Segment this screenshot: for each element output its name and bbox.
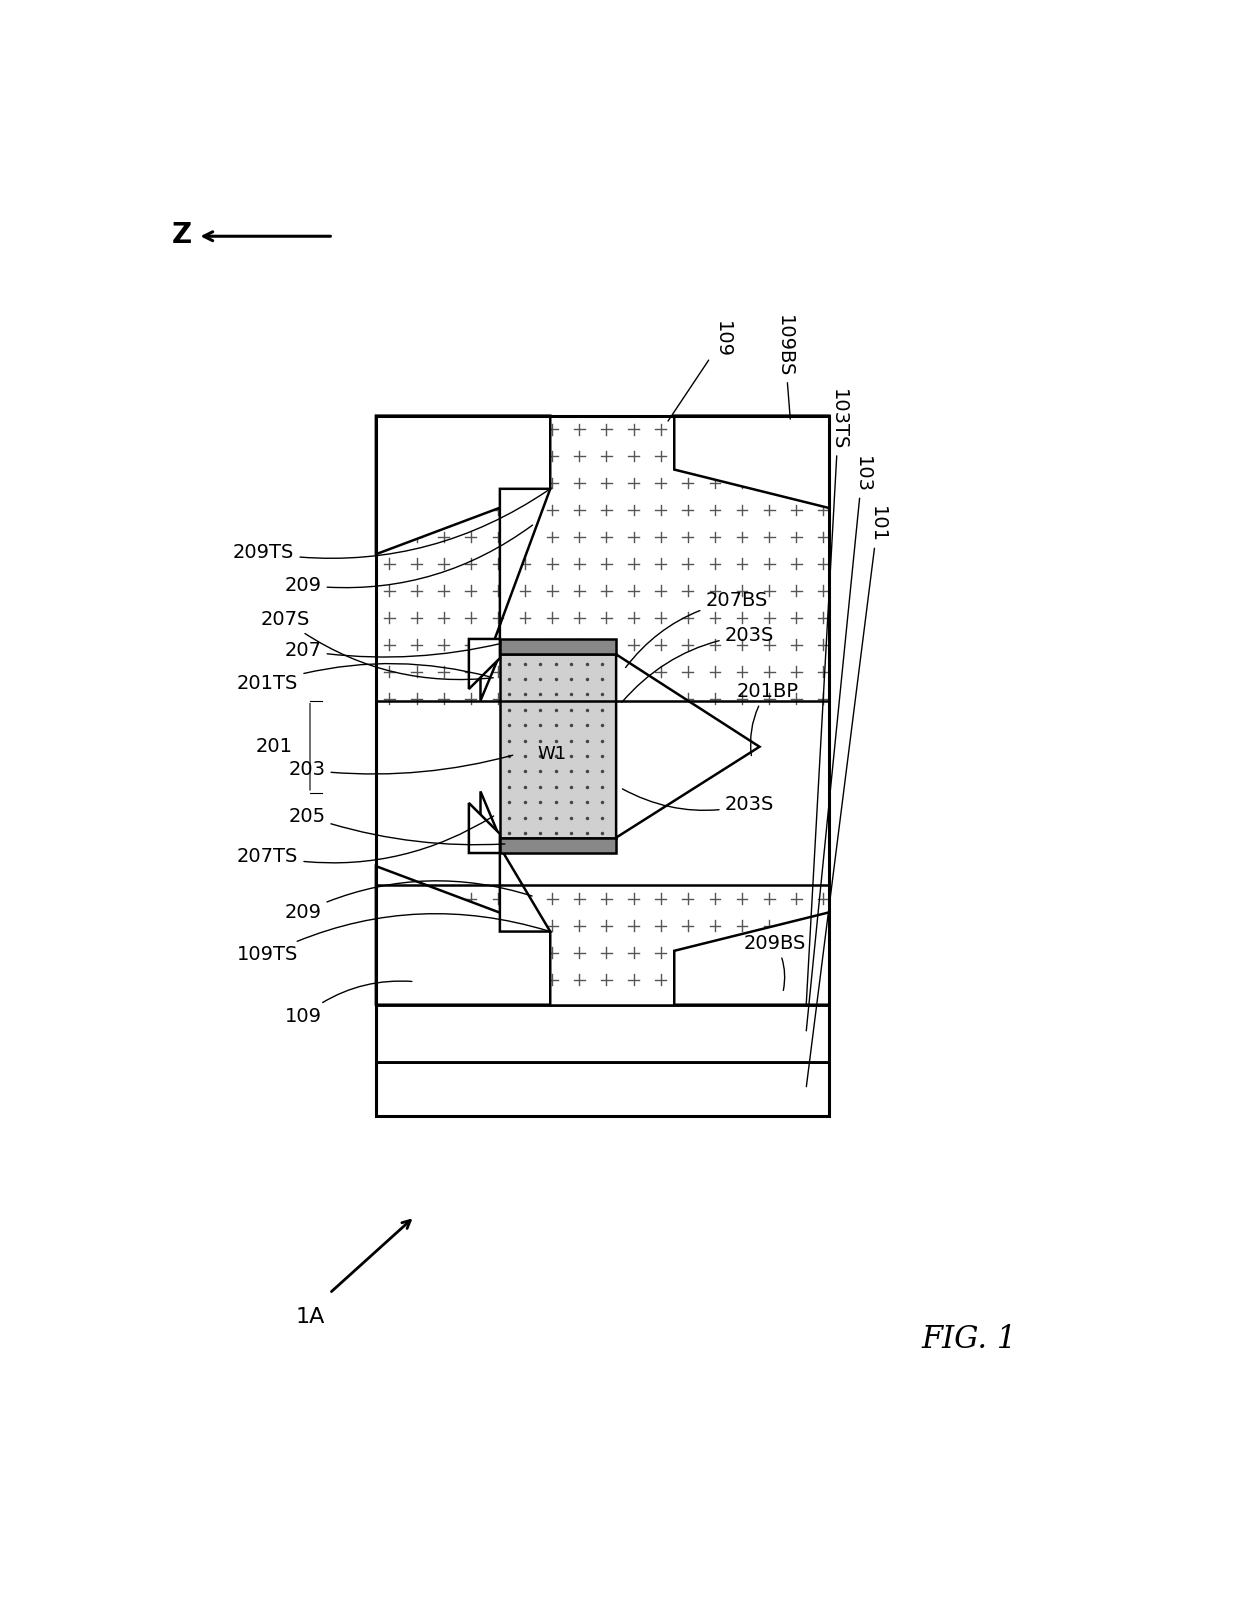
Text: Z: Z bbox=[172, 221, 192, 248]
Polygon shape bbox=[481, 489, 551, 701]
Text: 205: 205 bbox=[289, 806, 505, 845]
Text: 207S: 207S bbox=[260, 611, 494, 680]
Polygon shape bbox=[376, 1063, 830, 1116]
Text: 203S: 203S bbox=[622, 789, 774, 814]
Text: 203: 203 bbox=[289, 755, 512, 779]
Text: W1: W1 bbox=[538, 745, 567, 763]
Polygon shape bbox=[500, 640, 616, 654]
Polygon shape bbox=[469, 803, 500, 853]
Text: 101: 101 bbox=[806, 505, 887, 1087]
Text: 109: 109 bbox=[285, 981, 412, 1026]
Polygon shape bbox=[376, 415, 830, 701]
Text: 209: 209 bbox=[285, 526, 532, 595]
Polygon shape bbox=[675, 912, 830, 1005]
Text: 209BS: 209BS bbox=[744, 933, 806, 991]
Text: 209TS: 209TS bbox=[233, 491, 548, 563]
Text: 209: 209 bbox=[285, 880, 532, 922]
Text: 109TS: 109TS bbox=[237, 914, 548, 963]
Text: 201: 201 bbox=[255, 737, 293, 757]
Text: 109BS: 109BS bbox=[775, 314, 794, 418]
Polygon shape bbox=[675, 415, 830, 508]
Polygon shape bbox=[376, 415, 551, 555]
Text: 1A: 1A bbox=[295, 1306, 325, 1327]
Polygon shape bbox=[376, 885, 830, 1005]
Text: 201TS: 201TS bbox=[237, 664, 490, 692]
Text: 103TS: 103TS bbox=[806, 390, 848, 1005]
Polygon shape bbox=[469, 640, 500, 689]
Text: 103: 103 bbox=[806, 455, 872, 1031]
Text: 203S: 203S bbox=[621, 625, 774, 702]
Polygon shape bbox=[500, 654, 616, 838]
Polygon shape bbox=[481, 792, 551, 931]
Text: 109: 109 bbox=[668, 321, 732, 422]
Text: 207TS: 207TS bbox=[237, 816, 494, 866]
Polygon shape bbox=[616, 654, 759, 838]
Text: 201BP: 201BP bbox=[737, 681, 799, 755]
Text: FIG. 1: FIG. 1 bbox=[921, 1324, 1017, 1355]
Polygon shape bbox=[500, 838, 616, 853]
Text: 207BS: 207BS bbox=[625, 592, 768, 667]
Text: α: α bbox=[725, 741, 739, 760]
Text: 207: 207 bbox=[285, 641, 501, 660]
Polygon shape bbox=[376, 866, 551, 1005]
Polygon shape bbox=[376, 1005, 830, 1063]
